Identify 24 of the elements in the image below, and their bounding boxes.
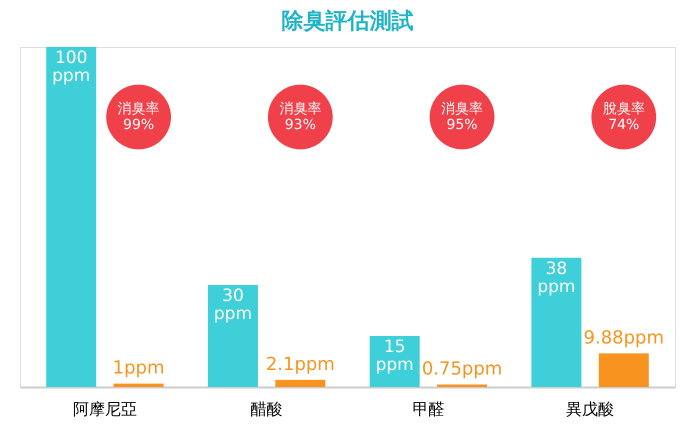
annotation: 消臭率 93% — [279, 101, 322, 133]
annotation: 脫臭率 74% — [602, 101, 645, 133]
data-label: 30 ppm — [214, 286, 252, 324]
bar — [598, 353, 649, 387]
data-label: 38 ppm — [537, 258, 576, 297]
x-tick-label: 異戊酸 — [566, 400, 614, 418]
bar — [437, 384, 488, 387]
x-tick-label: 阿摩尼亞 — [72, 400, 137, 418]
bar — [208, 285, 258, 387]
data-label: 1ppm — [112, 358, 165, 379]
data-label: 9.88ppm — [584, 327, 664, 348]
data-label: 0.75ppm — [422, 358, 502, 380]
annotation: 消臭率 95% — [441, 101, 484, 133]
bar — [275, 380, 326, 387]
data-label: 100 ppm — [52, 48, 90, 86]
x-tick-label: 甲醛 — [412, 400, 444, 418]
data-label: 15 ppm — [376, 337, 414, 375]
bar — [531, 258, 582, 387]
annotation: 消臭率 99% — [118, 101, 160, 133]
bar — [46, 47, 96, 387]
bar — [114, 384, 164, 387]
data-label: 2.1ppm — [266, 354, 335, 375]
chart-title: 除臭評估測試 — [282, 9, 414, 34]
x-tick-label: 醋酸 — [250, 400, 283, 418]
